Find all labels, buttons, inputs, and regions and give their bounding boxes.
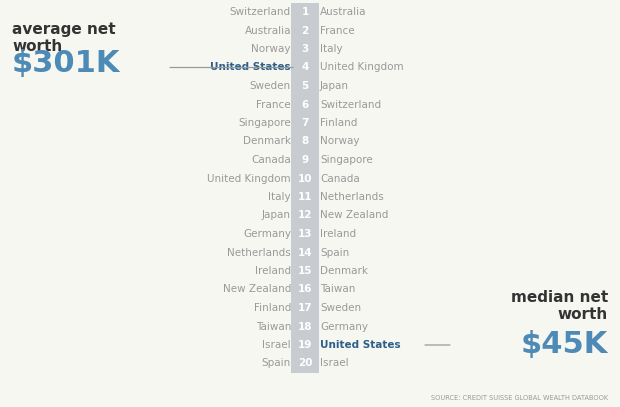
Text: New Zealand: New Zealand (320, 210, 388, 221)
Text: SOURCE: CREDIT SUISSE GLOBAL WEALTH DATABOOK: SOURCE: CREDIT SUISSE GLOBAL WEALTH DATA… (431, 395, 608, 401)
Text: average net
worth: average net worth (12, 22, 115, 55)
Text: Italy: Italy (268, 192, 291, 202)
Text: 9: 9 (301, 155, 309, 165)
Text: Finland: Finland (254, 303, 291, 313)
Text: $301K: $301K (12, 49, 120, 78)
Text: Japan: Japan (262, 210, 291, 221)
Text: Australia: Australia (320, 7, 366, 17)
Text: 15: 15 (298, 266, 312, 276)
Text: Japan: Japan (320, 81, 349, 91)
Text: Israel: Israel (320, 359, 348, 368)
Text: 14: 14 (298, 247, 312, 258)
Text: 13: 13 (298, 229, 312, 239)
Text: United States: United States (210, 63, 291, 72)
Text: Israel: Israel (262, 340, 291, 350)
Text: Taiwan: Taiwan (320, 284, 355, 295)
Text: Taiwan: Taiwan (255, 322, 291, 331)
Text: Spain: Spain (262, 359, 291, 368)
Text: Denmark: Denmark (320, 266, 368, 276)
Text: United Kingdom: United Kingdom (207, 173, 291, 184)
Text: New Zealand: New Zealand (223, 284, 291, 295)
Text: Canada: Canada (251, 155, 291, 165)
Text: 7: 7 (301, 118, 309, 128)
Text: 2: 2 (301, 26, 309, 35)
Text: Canada: Canada (320, 173, 360, 184)
Text: Italy: Italy (320, 44, 343, 54)
Text: 4: 4 (301, 63, 309, 72)
Text: 10: 10 (298, 173, 312, 184)
Text: 11: 11 (298, 192, 312, 202)
Text: France: France (257, 99, 291, 109)
Text: United Kingdom: United Kingdom (320, 63, 404, 72)
Text: Ireland: Ireland (320, 229, 356, 239)
Text: United States: United States (320, 340, 401, 350)
Text: Norway: Norway (252, 44, 291, 54)
Text: Germany: Germany (320, 322, 368, 331)
Text: Sweden: Sweden (320, 303, 361, 313)
Text: Norway: Norway (320, 136, 360, 147)
Text: 18: 18 (298, 322, 312, 331)
Text: 16: 16 (298, 284, 312, 295)
Text: Sweden: Sweden (250, 81, 291, 91)
Text: Spain: Spain (320, 247, 349, 258)
Text: Switzerland: Switzerland (320, 99, 381, 109)
Text: Netherlands: Netherlands (320, 192, 384, 202)
Text: Finland: Finland (320, 118, 357, 128)
FancyBboxPatch shape (291, 3, 319, 373)
Text: Ireland: Ireland (255, 266, 291, 276)
Text: median net
worth: median net worth (511, 290, 608, 322)
Text: 5: 5 (301, 81, 309, 91)
Text: 19: 19 (298, 340, 312, 350)
Text: Denmark: Denmark (243, 136, 291, 147)
Text: Germany: Germany (243, 229, 291, 239)
Text: France: France (320, 26, 355, 35)
Text: 1: 1 (301, 7, 309, 17)
Text: 17: 17 (298, 303, 312, 313)
Text: 6: 6 (301, 99, 309, 109)
Text: Singapore: Singapore (238, 118, 291, 128)
Text: $45K: $45K (521, 330, 608, 359)
Text: 8: 8 (301, 136, 309, 147)
Text: Australia: Australia (244, 26, 291, 35)
Text: 3: 3 (301, 44, 309, 54)
Text: 20: 20 (298, 359, 312, 368)
Text: Singapore: Singapore (320, 155, 373, 165)
Text: 12: 12 (298, 210, 312, 221)
Text: Netherlands: Netherlands (228, 247, 291, 258)
Text: Switzerland: Switzerland (230, 7, 291, 17)
